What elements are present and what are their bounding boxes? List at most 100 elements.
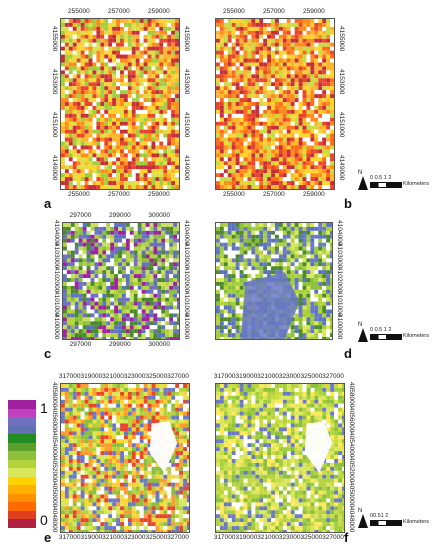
axis-tick-label: 4101000 [336,290,343,316]
raster-map-c [63,223,179,339]
axis-tick-label: 4103000 [53,243,60,269]
axis-tick-label: 327000 [167,534,189,541]
axis-tick-label: 259000 [303,191,325,198]
axis-tick-label: 4048000 [348,506,355,532]
axis-tick-label: 4102000 [336,267,343,293]
scalebar-numbers: 0 0.5 1 2 [370,327,392,333]
raster-map-f [216,384,344,532]
axis-tick-label: 259000 [148,8,170,15]
raster-map-d [216,223,332,339]
panel-label-b: b [344,196,352,211]
axis-tick-label: 4054000 [51,431,58,457]
legend-swatch [8,502,36,511]
legend-swatch [8,408,36,418]
map-panel-b [215,18,335,190]
axis-tick-label: 4151000 [183,111,190,137]
axis-tick-label: 4104000 [183,219,190,246]
scalebar-bar [370,334,402,340]
axis-tick-label: 4103000 [183,243,190,269]
axis-tick-label: 297000 [69,212,92,219]
axis-tick-label: 257000 [108,191,130,198]
legend-swatch [8,434,36,443]
axis-tick-label: 319000 [80,373,103,380]
axis-tick-label: 299000 [109,212,131,219]
scalebar-middle: N 0 0.5 1 2 Kilometers [358,322,438,348]
axis-tick-label: 323000 [278,373,301,380]
axis-tick-label: 4101000 [53,290,60,316]
legend-swatch [8,519,36,528]
axis-tick-label: 317000 [58,534,81,541]
axis-tick-label: 257000 [108,8,130,15]
north-arrow-icon [358,514,368,528]
north-label: N [358,508,363,514]
axis-tick-label: 327000 [322,534,344,541]
axis-tick-label: 4101000 [183,290,190,316]
axis-tick-label: 323000 [278,534,301,541]
scalebar-bar [370,182,402,188]
axis-tick-label: 4103000 [336,243,343,269]
axis-tick-label: 4104000 [336,219,343,246]
legend-swatch [8,400,36,409]
axis-tick-label: 4153000 [51,68,58,94]
panel-label-f: f [344,530,349,545]
axis-tick-label: 4155000 [338,25,345,51]
axis-tick-label: 4155000 [183,25,190,51]
legend-swatch [8,493,36,503]
legend-swatch [8,417,36,426]
axis-tick-label: 255000 [68,8,90,15]
axis-tick-label: 4058000 [51,381,58,407]
legend-swatch [8,459,36,469]
legend-swatch [8,468,36,477]
map-panel-a [60,18,180,190]
panel-label-e: e [44,530,52,545]
axis-tick-label: 299000 [109,341,131,348]
axis-tick-label: 4149000 [338,154,345,180]
axis-tick-label: 4153000 [338,68,345,94]
axis-tick-label: 325000 [145,373,168,380]
legend-swatch [8,510,36,520]
axis-tick-label: 259000 [303,8,325,15]
axis-tick-label: 4151000 [338,111,345,137]
axis-tick-label: 297000 [69,341,92,348]
axis-tick-label: 4056000 [51,406,58,432]
axis-tick-label: 4050000 [51,481,58,507]
panel-label-c: c [44,346,52,361]
raster-map-b [216,19,334,189]
axis-tick-label: 4058000 [348,381,355,407]
axis-tick-label: 321000 [102,534,124,541]
axis-tick-label: 327000 [322,373,344,380]
map-panel-e [60,383,190,533]
axis-tick-label: 317000 [58,373,81,380]
axis-tick-label: 300000 [148,212,171,219]
axis-tick-label: 255000 [223,8,245,15]
axis-tick-label: 4100000 [183,314,190,340]
raster-map-a [61,19,179,189]
axis-tick-label: 325000 [300,373,323,380]
scalebar-unit: Kilometers [403,519,429,525]
axis-tick-label: 255000 [223,191,245,198]
axis-tick-label: 319000 [235,373,258,380]
panel-label-d: d [344,346,352,361]
axis-tick-label: 4100000 [336,314,343,340]
axis-tick-label: 4050000 [348,481,355,507]
north-arrow-icon [358,176,368,190]
axis-tick-label: 325000 [145,534,168,541]
axis-tick-label: 321000 [257,373,279,380]
axis-tick-label: 255000 [68,191,90,198]
scalebar-unit: Kilometers [403,181,429,187]
north-label: N [358,322,363,328]
axis-tick-label: 257000 [263,8,285,15]
scalebar-numbers: 00.51 2 [370,513,389,519]
axis-tick-label: 4100000 [53,314,60,340]
raster-map-e [61,384,189,532]
map-panel-f [215,383,345,533]
axis-tick-label: 317000 [213,534,236,541]
legend-swatch [8,451,36,460]
scalebar-numbers: 0 0.5 1 2 [370,175,392,181]
axis-tick-label: 4052000 [51,456,58,482]
legend-swatch [8,425,36,435]
legend-swatch [8,442,36,452]
north-label: N [358,170,363,176]
axis-tick-label: 4155000 [51,25,58,51]
scalebar-bar [370,520,402,526]
